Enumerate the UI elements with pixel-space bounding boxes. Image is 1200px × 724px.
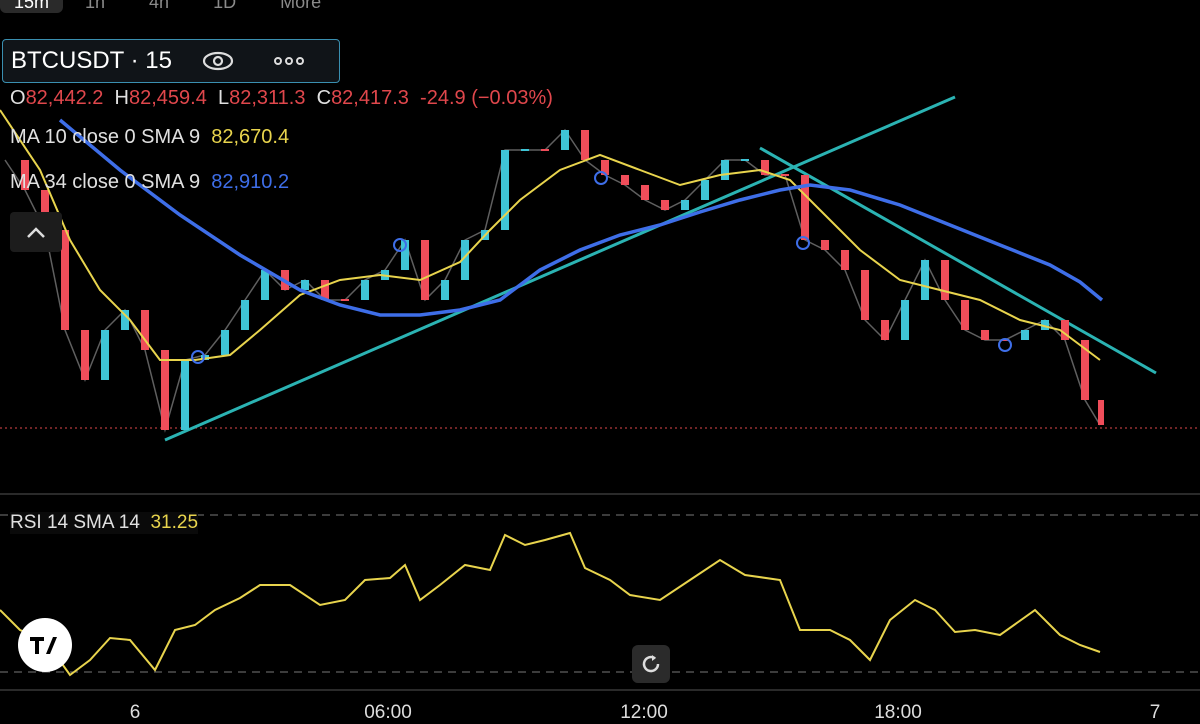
label: O bbox=[10, 87, 26, 109]
value: 82,417.3 bbox=[331, 87, 409, 109]
reset-button[interactable] bbox=[632, 645, 670, 683]
value: 82,311.3 bbox=[229, 87, 306, 109]
symbol-name: BTCUSDT · 15 bbox=[11, 47, 172, 74]
reset-icon bbox=[642, 655, 660, 673]
logo bbox=[18, 618, 72, 672]
indicator-value: 82,670.4 bbox=[211, 126, 290, 148]
time-label: 6 bbox=[129, 702, 141, 723]
timeframe-tabs: 15m 1h 4h 1D More bbox=[0, 0, 343, 13]
signal-marker bbox=[998, 338, 1012, 352]
chevron-icon bbox=[27, 227, 45, 238]
indicator-line: MA 10 close 0 SMA 9 82,670.4 bbox=[10, 126, 289, 149]
rsi-label: RSI 14 SMA 14 bbox=[10, 512, 140, 533]
rsi-legend: RSI 14 SMA 14 31.25 bbox=[10, 512, 199, 534]
tab[interactable]: 1h bbox=[85, 0, 106, 12]
signal-marker bbox=[393, 238, 407, 252]
indicator-line: MA 34 close 0 SMA 9 82,910.2 bbox=[10, 171, 289, 194]
label: C bbox=[316, 87, 332, 109]
time-label: 06:00 bbox=[364, 702, 412, 723]
time-label: 12:00 bbox=[620, 702, 668, 723]
tab[interactable]: 1D bbox=[213, 0, 237, 12]
logo-mark bbox=[30, 637, 57, 654]
ma34-line bbox=[58, 118, 1104, 317]
change: -24.9 (−0.03%) bbox=[420, 87, 553, 109]
rsi-value: 31.25 bbox=[150, 512, 199, 533]
eye-icon[interactable] bbox=[200, 46, 240, 76]
tab[interactable]: 4h bbox=[149, 0, 170, 12]
ma10-line bbox=[0, 109, 1101, 361]
collapse-button[interactable] bbox=[10, 212, 62, 252]
trend-lines bbox=[164, 95, 1157, 442]
indicator-value: 82,910.2 bbox=[211, 171, 290, 193]
tab[interactable]: More bbox=[280, 0, 322, 12]
value: 82,459.4 bbox=[129, 87, 207, 109]
value: 82,442.2 bbox=[25, 87, 104, 109]
tab[interactable]: 15m bbox=[0, 0, 64, 13]
signal-marker bbox=[594, 171, 608, 185]
symbol-box[interactable]: BTCUSDT · 15 bbox=[2, 39, 340, 83]
signal-marker bbox=[796, 236, 810, 250]
indicator-label: MA 34 close 0 SMA 9 bbox=[10, 171, 201, 193]
label: L bbox=[217, 87, 230, 109]
rsi-line bbox=[0, 531, 1101, 677]
ohlc-line: O82,442.2 H82,459.4 L82,311.3 C82,417.3 … bbox=[10, 87, 553, 110]
time-label: 18:00 bbox=[874, 702, 922, 723]
indicator-label: MA 10 close 0 SMA 9 bbox=[10, 126, 201, 148]
time-label: 7 bbox=[1149, 702, 1161, 723]
label: H bbox=[114, 87, 129, 109]
signal-marker bbox=[191, 350, 205, 364]
more-icon[interactable] bbox=[270, 46, 310, 76]
